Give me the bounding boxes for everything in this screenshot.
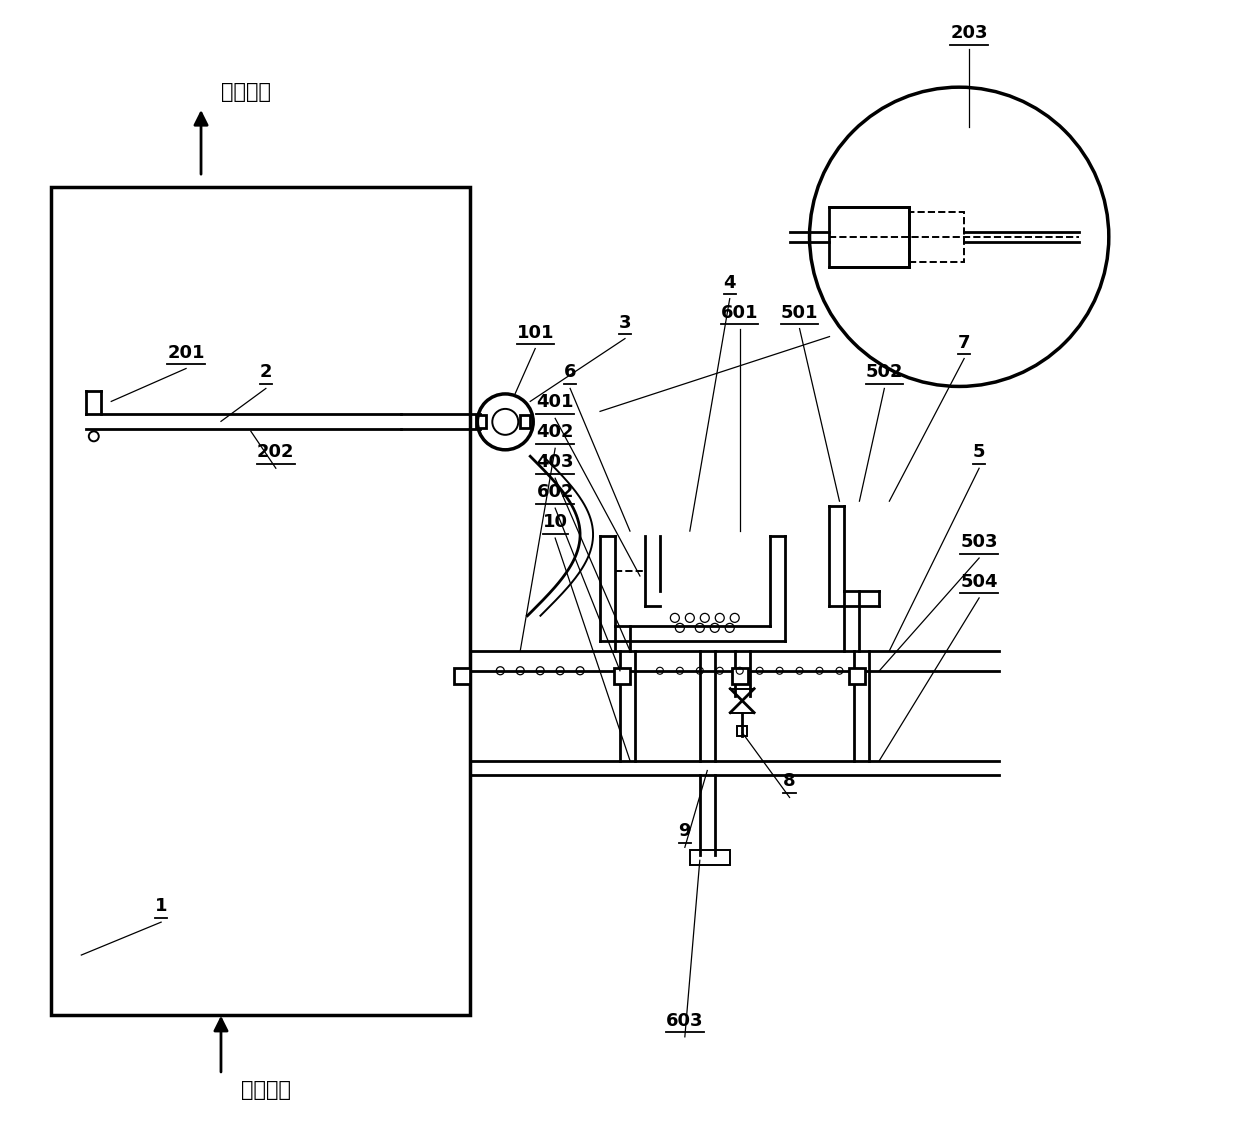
Text: 502: 502 — [866, 364, 903, 382]
Text: 8: 8 — [784, 772, 796, 791]
Text: 602: 602 — [537, 483, 574, 501]
Text: 402: 402 — [537, 424, 574, 441]
Text: 4: 4 — [723, 274, 737, 292]
Bar — [738, 726, 748, 736]
Text: 603: 603 — [666, 1012, 703, 1030]
Text: 503: 503 — [960, 533, 998, 551]
Bar — [830, 207, 909, 267]
Text: 504: 504 — [960, 573, 998, 591]
Text: 5: 5 — [973, 443, 986, 461]
Bar — [689, 851, 729, 866]
Text: 烟气入口: 烟气入口 — [241, 1079, 291, 1100]
Text: 9: 9 — [678, 822, 691, 841]
Text: 401: 401 — [537, 393, 574, 411]
Bar — [849, 668, 866, 684]
Text: 10: 10 — [543, 513, 568, 532]
Text: 101: 101 — [516, 324, 554, 342]
Bar — [521, 416, 531, 428]
Bar — [454, 668, 470, 684]
Text: 601: 601 — [720, 303, 759, 321]
Bar — [732, 668, 748, 684]
Text: 203: 203 — [950, 24, 988, 42]
Text: 201: 201 — [167, 343, 205, 361]
Text: 1: 1 — [155, 897, 167, 916]
Bar — [614, 668, 630, 684]
Text: 烟气出口: 烟气出口 — [221, 82, 272, 102]
Text: 501: 501 — [781, 303, 818, 321]
Bar — [476, 416, 486, 428]
Text: 7: 7 — [959, 334, 971, 351]
Text: 2: 2 — [259, 364, 272, 382]
Text: 403: 403 — [537, 453, 574, 471]
Text: 6: 6 — [564, 364, 577, 382]
Bar — [909, 212, 965, 261]
Bar — [51, 187, 470, 1014]
Text: 202: 202 — [257, 443, 295, 461]
Text: 3: 3 — [619, 314, 631, 332]
